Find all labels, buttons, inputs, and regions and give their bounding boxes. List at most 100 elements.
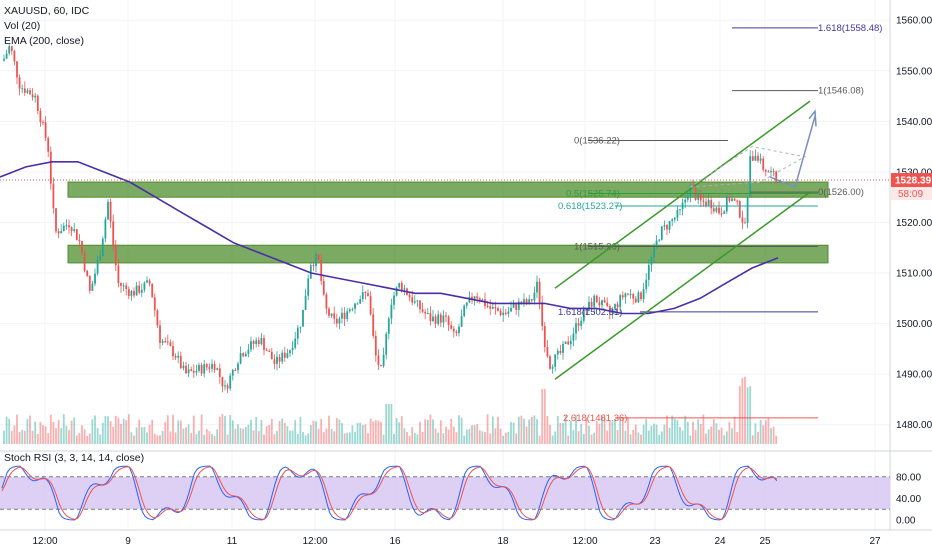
candle bbox=[642, 289, 645, 300]
symbol-label[interactable]: XAUUSD, 60, IDC bbox=[4, 5, 90, 17]
candle bbox=[442, 315, 445, 323]
volume-bar bbox=[697, 419, 700, 444]
volume-bar bbox=[169, 431, 172, 444]
candle bbox=[510, 307, 512, 312]
candle bbox=[432, 316, 434, 322]
candle bbox=[666, 225, 668, 230]
volume-bar bbox=[627, 417, 629, 444]
volume-bar bbox=[452, 426, 455, 444]
volume-bar bbox=[104, 416, 107, 444]
fib-label: 2.618(1481.36) bbox=[563, 413, 627, 424]
volume-bar bbox=[211, 433, 213, 444]
volume-bar bbox=[5, 416, 8, 444]
candle bbox=[200, 365, 203, 374]
volume-bar bbox=[289, 430, 291, 444]
volume-bar bbox=[520, 415, 523, 444]
volume-bar bbox=[754, 423, 757, 444]
volume-bar bbox=[689, 435, 692, 444]
candle bbox=[23, 88, 26, 93]
candle bbox=[499, 310, 502, 316]
candle bbox=[192, 370, 195, 373]
volume-bar bbox=[120, 423, 122, 444]
candle bbox=[741, 217, 744, 223]
volume-bar bbox=[338, 419, 341, 444]
volume-bar bbox=[291, 430, 294, 444]
volume-bar bbox=[429, 414, 432, 444]
candle bbox=[146, 280, 148, 283]
volume-bar bbox=[629, 434, 632, 444]
candle bbox=[593, 295, 596, 307]
candle bbox=[668, 221, 671, 230]
volume-bar bbox=[348, 432, 351, 444]
candle bbox=[231, 369, 234, 376]
price-tick-label: 1560.00 bbox=[896, 16, 932, 27]
candle bbox=[759, 158, 762, 161]
volume-bar bbox=[281, 418, 284, 444]
ema-label[interactable]: EMA (200, close) bbox=[4, 35, 84, 47]
volume-bar bbox=[731, 428, 733, 444]
volume-bar bbox=[62, 414, 65, 444]
candle bbox=[728, 196, 731, 201]
candle bbox=[86, 270, 89, 276]
volume-bar bbox=[491, 416, 494, 444]
volume-bar bbox=[369, 418, 372, 444]
volume-bar bbox=[499, 428, 502, 444]
stoch-legend[interactable]: Stoch RSI (3, 3, 14, 14, close) bbox=[4, 452, 145, 464]
volume-bar bbox=[424, 419, 427, 444]
volume-bar bbox=[330, 429, 333, 444]
candle bbox=[356, 303, 359, 305]
candle bbox=[81, 241, 83, 253]
volume-bar bbox=[718, 429, 720, 444]
candle bbox=[138, 285, 141, 293]
volume-bar bbox=[86, 435, 89, 444]
candle bbox=[174, 355, 177, 358]
volume-bar bbox=[346, 432, 349, 444]
volume-bar bbox=[554, 431, 557, 444]
volume-bar bbox=[447, 429, 450, 444]
candle bbox=[242, 353, 245, 357]
candle bbox=[247, 349, 250, 354]
volume-bar bbox=[39, 421, 42, 444]
volume-label[interactable]: Vol (20) bbox=[4, 20, 41, 32]
volume-bar bbox=[166, 415, 169, 444]
volume-bar bbox=[125, 420, 128, 444]
candle bbox=[595, 295, 598, 303]
candle bbox=[699, 194, 702, 201]
volume-bar bbox=[666, 415, 668, 444]
projection-arrow bbox=[769, 116, 816, 189]
candle bbox=[44, 122, 47, 138]
volume-bar bbox=[567, 435, 570, 444]
volume-bar bbox=[70, 420, 73, 444]
candle bbox=[582, 309, 585, 321]
candle bbox=[68, 225, 70, 228]
candle bbox=[130, 291, 133, 296]
volume-bar bbox=[224, 415, 226, 444]
candle bbox=[187, 369, 190, 374]
candle bbox=[458, 326, 460, 334]
candle bbox=[304, 295, 307, 310]
volume-bar bbox=[8, 418, 11, 444]
candle bbox=[577, 323, 580, 326]
candle bbox=[486, 305, 489, 307]
volume-bar bbox=[471, 425, 473, 444]
stoch-tick-label: 0.00 bbox=[896, 516, 916, 527]
candle bbox=[554, 354, 557, 367]
volume-bar bbox=[445, 426, 447, 444]
candle bbox=[31, 94, 34, 98]
candle bbox=[494, 307, 497, 309]
volume-bar bbox=[655, 424, 658, 444]
volume-bar bbox=[515, 433, 518, 444]
volume-bar bbox=[395, 418, 398, 444]
candle bbox=[299, 326, 302, 328]
candle bbox=[218, 368, 221, 377]
volume-bar bbox=[741, 377, 744, 444]
volume-bar bbox=[762, 425, 765, 444]
volume-bar bbox=[356, 423, 359, 444]
volume-bar bbox=[81, 425, 83, 444]
volume-bar bbox=[185, 427, 187, 444]
volume-bar bbox=[673, 418, 676, 444]
candle bbox=[75, 229, 78, 240]
volume-bar bbox=[437, 432, 440, 444]
